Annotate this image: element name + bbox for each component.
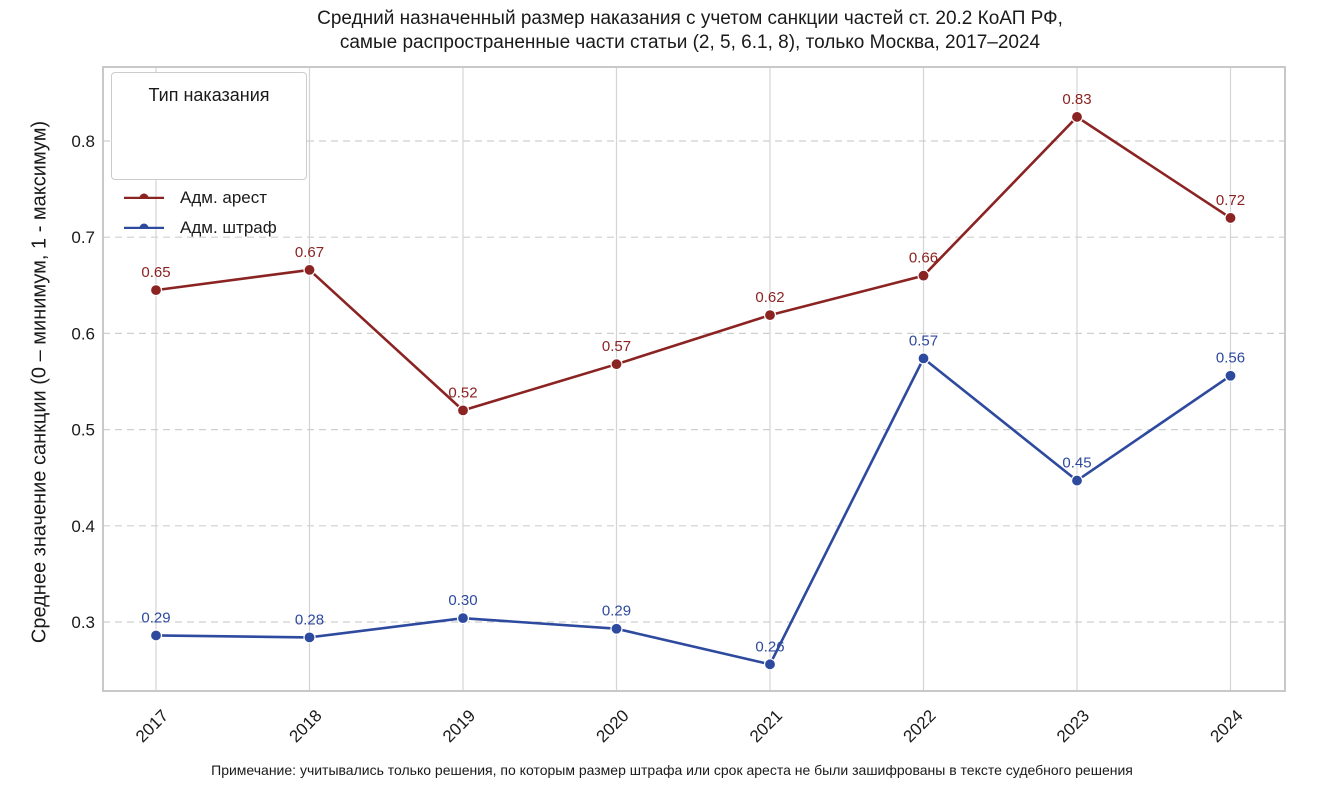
x-tick-label-2021: 2021 <box>746 706 786 746</box>
data-label-fine-2018: 0.28 <box>295 611 324 628</box>
data-label-fine-2024: 0.56 <box>1216 350 1245 367</box>
y-tick-label: 0.5 <box>71 421 95 440</box>
data-label-arrest-2022: 0.66 <box>909 250 938 267</box>
data-point-arrest-2024 <box>1224 211 1237 225</box>
data-point-fine-2017 <box>149 629 163 642</box>
x-tick-label-2017: 2017 <box>132 706 172 746</box>
data-label-fine-2020: 0.29 <box>602 603 631 620</box>
data-point-arrest-2017 <box>149 284 163 297</box>
y-tick-label: 0.8 <box>71 132 95 151</box>
data-point-fine-2018 <box>303 631 316 644</box>
data-point-fine-2021 <box>763 658 777 671</box>
data-label-arrest-2024: 0.72 <box>1216 192 1245 209</box>
data-point-fine-2023 <box>1070 474 1084 487</box>
legend: Тип наказания Адм. арест Адм. штраф <box>111 72 307 237</box>
data-label-arrest-2017: 0.65 <box>141 264 170 281</box>
chart-title-line-1: Средний назначенный размер наказания с у… <box>317 8 1063 29</box>
data-label-arrest-2018: 0.67 <box>295 244 324 261</box>
data-point-arrest-2023 <box>1070 110 1084 124</box>
data-label-arrest-2021: 0.62 <box>755 289 784 306</box>
legend-swatch-fine <box>124 223 164 229</box>
data-label-arrest-2020: 0.57 <box>602 338 631 355</box>
legend-title: Тип наказания <box>148 85 270 105</box>
x-tick-label-2018: 2018 <box>286 706 326 746</box>
data-point-arrest-2020 <box>610 358 623 371</box>
data-label-fine-2019: 0.30 <box>448 592 477 609</box>
series-line-arrest <box>155 115 1232 412</box>
data-point-fine-2020 <box>610 622 623 635</box>
data-label-fine-2017: 0.29 <box>141 609 170 626</box>
series-line-fine <box>155 357 1232 666</box>
x-tick-label-2023: 2023 <box>1053 706 1093 746</box>
x-tick-label-2022: 2022 <box>900 706 940 746</box>
plot-frame <box>102 66 1286 692</box>
y-axis-label: Среднее значение санкции (0 – минимум, 1… <box>28 120 51 644</box>
x-tick-label-2020: 2020 <box>593 706 633 746</box>
y-tick-label: 0.7 <box>71 228 95 247</box>
data-point-arrest-2019 <box>456 404 470 417</box>
x-tick-label-2024: 2024 <box>1207 706 1247 746</box>
data-point-arrest-2021 <box>763 309 777 322</box>
y-tick-label: 0.3 <box>71 613 95 632</box>
legend-item-arrest: Адм. арест <box>122 187 302 211</box>
data-label-fine-2022: 0.57 <box>909 332 938 349</box>
data-label-arrest-2019: 0.52 <box>448 384 477 401</box>
chart-note: Примечание: учитывались только решения, … <box>211 762 1133 778</box>
legend-swatch-arrest <box>124 193 164 199</box>
x-tick-label-2019: 2019 <box>439 706 479 746</box>
data-label-fine-2021: 0.26 <box>755 638 784 655</box>
y-tick-label: 0.6 <box>71 324 95 343</box>
data-label-arrest-2023: 0.83 <box>1062 91 1091 108</box>
data-label-fine-2023: 0.45 <box>1062 455 1091 472</box>
data-point-arrest-2022 <box>917 269 930 282</box>
y-tick-label: 0.4 <box>71 517 95 536</box>
legend-item-fine: Адм. штраф <box>122 217 302 241</box>
data-point-arrest-2018 <box>303 263 316 277</box>
data-point-fine-2022 <box>917 352 930 365</box>
chart-title-line-2: самые распространенные части статьи (2, … <box>339 32 1041 53</box>
legend-label-arrest: Адм. арест <box>180 188 268 207</box>
legend-label-fine: Адм. штраф <box>180 218 277 237</box>
data-point-fine-2019 <box>456 612 470 625</box>
data-point-fine-2024 <box>1224 369 1237 382</box>
